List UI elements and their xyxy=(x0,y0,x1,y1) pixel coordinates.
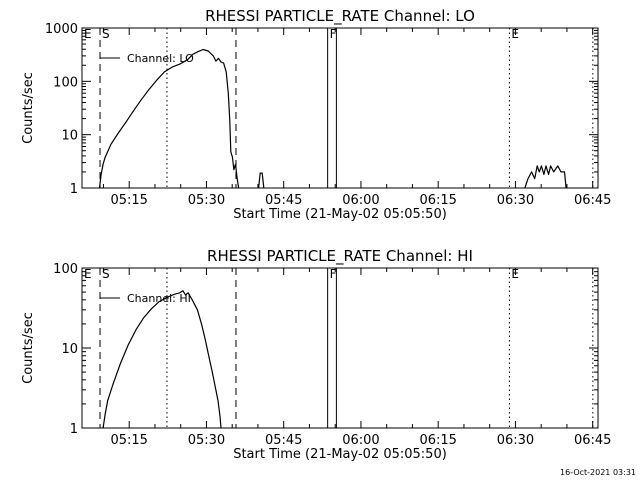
event-marker-label: E xyxy=(511,267,519,281)
y-tick-label: 100 xyxy=(53,75,78,90)
data-series-line xyxy=(98,48,240,189)
y-axis-label: Counts/sec xyxy=(21,72,36,144)
x-tick-label: 06:45 xyxy=(574,433,611,448)
x-tick-label: 06:30 xyxy=(497,193,534,208)
x-tick-label: 05:45 xyxy=(265,193,302,208)
plot-frame xyxy=(81,27,599,189)
x-tick-label: 06:30 xyxy=(497,433,534,448)
x-tick-label: 05:15 xyxy=(110,433,147,448)
hi-channel-panel: RHESSI PARTICLE_RATE Channel: HI Counts/s… xyxy=(21,247,611,462)
event-marker-label: E xyxy=(84,27,92,41)
data-series-line xyxy=(102,290,222,429)
y-tick-label: 1 xyxy=(70,422,78,437)
x-tick-label: 05:30 xyxy=(188,193,225,208)
x-tick-label: 06:15 xyxy=(419,193,456,208)
legend-label: Channel: HI xyxy=(127,292,191,305)
y-tick-label: 1 xyxy=(70,182,78,197)
chart-title: RHESSI PARTICLE_RATE Channel: HI xyxy=(207,247,473,266)
x-tick-label: 05:30 xyxy=(188,433,225,448)
data-series-line xyxy=(258,172,265,189)
x-axis-label: Start Time (21-May-02 05:05:50) xyxy=(233,207,447,222)
y-axis-label: Counts/sec xyxy=(21,312,36,384)
event-marker-label: F xyxy=(330,267,337,281)
event-marker-label: S xyxy=(102,27,110,41)
x-tick-label: 06:00 xyxy=(342,193,379,208)
y-tick-label: 10 xyxy=(61,342,78,357)
event-marker-label: E xyxy=(511,27,519,41)
x-tick-label: 05:45 xyxy=(265,433,302,448)
x-tick-label: 06:00 xyxy=(342,433,379,448)
footer-timestamp: 16-Oct-2021 03:31 xyxy=(560,468,636,477)
chart-title: RHESSI PARTICLE_RATE Channel: LO xyxy=(205,7,475,26)
y-tick-label: 10 xyxy=(61,129,78,144)
lo-channel-panel: RHESSI PARTICLE_RATE Channel: LO Counts/s… xyxy=(21,7,611,222)
event-marker-label: F xyxy=(330,27,337,41)
y-tick-label: 1000 xyxy=(45,22,78,37)
event-marker-label: S xyxy=(102,267,110,281)
x-tick-label: 06:15 xyxy=(419,433,456,448)
legend-label: Channel: LO xyxy=(127,52,194,65)
event-marker-label: E xyxy=(84,267,92,281)
x-axis-label: Start Time (21-May-02 05:05:50) xyxy=(233,447,447,462)
x-tick-label: 06:45 xyxy=(574,193,611,208)
data-series-line xyxy=(524,165,567,189)
x-tick-label: 05:15 xyxy=(110,193,147,208)
y-tick-label: 100 xyxy=(53,262,78,277)
